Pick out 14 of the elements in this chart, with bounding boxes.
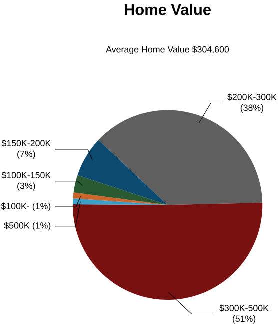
data-label: (1%) [32, 202, 51, 212]
slice-label: $150K-200K [2, 140, 51, 148]
slice-label: $100K-150K [2, 172, 51, 180]
slice-label: $200K-300K [227, 94, 277, 101]
data-label: (51%) [232, 316, 256, 324]
data-label: (38%) [240, 104, 264, 113]
data-label: (7%) [18, 150, 36, 159]
slice-label: $300K-500K [220, 304, 269, 312]
data-label: (1%) [32, 222, 51, 231]
chart-title: Home Value [124, 4, 211, 16]
data-label: (3%) [18, 182, 36, 191]
chart-subtitle: Average Home Value $304,600 [106, 46, 230, 54]
slice-label: $100K- [1, 202, 30, 210]
slice-label: $500K [4, 222, 30, 230]
